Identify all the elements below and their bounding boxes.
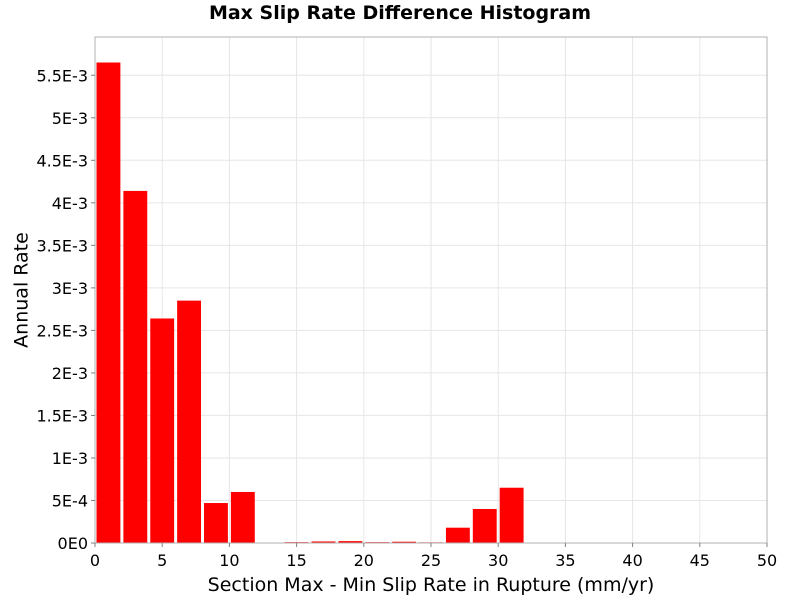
x-tick-label: 0	[90, 551, 100, 570]
x-axis-label: Section Max - Min Slip Rate in Rupture (…	[208, 574, 655, 596]
x-tick-label: 20	[354, 551, 374, 570]
y-tick-label: 0E0	[58, 534, 88, 553]
histogram-bar	[499, 487, 524, 543]
histogram-bar	[177, 300, 202, 543]
x-tick-label: 5	[157, 551, 167, 570]
bars-layer	[96, 62, 524, 543]
histogram-bar	[472, 508, 497, 543]
histogram-bar	[392, 541, 417, 543]
y-tick-label: 3E-3	[52, 279, 88, 298]
y-tick-label: 5E-4	[52, 491, 88, 510]
y-tick-label: 4.5E-3	[36, 151, 88, 170]
y-tick-label: 2.5E-3	[36, 321, 88, 340]
x-tick-label: 50	[757, 551, 777, 570]
x-tick-label: 40	[622, 551, 642, 570]
y-tick-label: 2E-3	[52, 364, 88, 383]
y-axis: 0E0 5E-4 1E-3 1.5E-3 2E-3 2.5E-3 3E-3 3.5E-3 4E-…	[36, 66, 95, 553]
histogram-bar	[338, 541, 363, 543]
histogram-bar	[150, 318, 175, 543]
y-tick-label: 1.5E-3	[36, 406, 88, 425]
chart-title: Max Slip Rate Difference Histogram	[208, 2, 592, 24]
x-tick-label: 45	[690, 551, 710, 570]
histogram-bar	[123, 190, 148, 543]
x-tick-label: 25	[421, 551, 441, 570]
x-tick-label: 30	[488, 551, 508, 570]
histogram-bar	[311, 541, 336, 543]
y-tick-label: 5E-3	[52, 109, 88, 128]
y-tick-label: 3.5E-3	[36, 236, 88, 255]
y-tick-label: 1E-3	[52, 449, 88, 468]
histogram-bar	[230, 491, 255, 543]
y-tick-label: 4E-3	[52, 194, 88, 213]
x-tick-label: 35	[555, 551, 575, 570]
x-axis: 0 5 10 15 20 25 30 35 40 45 50	[90, 543, 777, 570]
x-tick-label: 10	[219, 551, 239, 570]
y-axis-label: Annual Rate	[11, 232, 33, 348]
histogram-bar	[96, 62, 121, 543]
x-tick-label: 15	[286, 551, 306, 570]
histogram-bar	[204, 503, 228, 543]
histogram-bar	[445, 527, 470, 543]
y-tick-label: 5.5E-3	[36, 66, 88, 85]
